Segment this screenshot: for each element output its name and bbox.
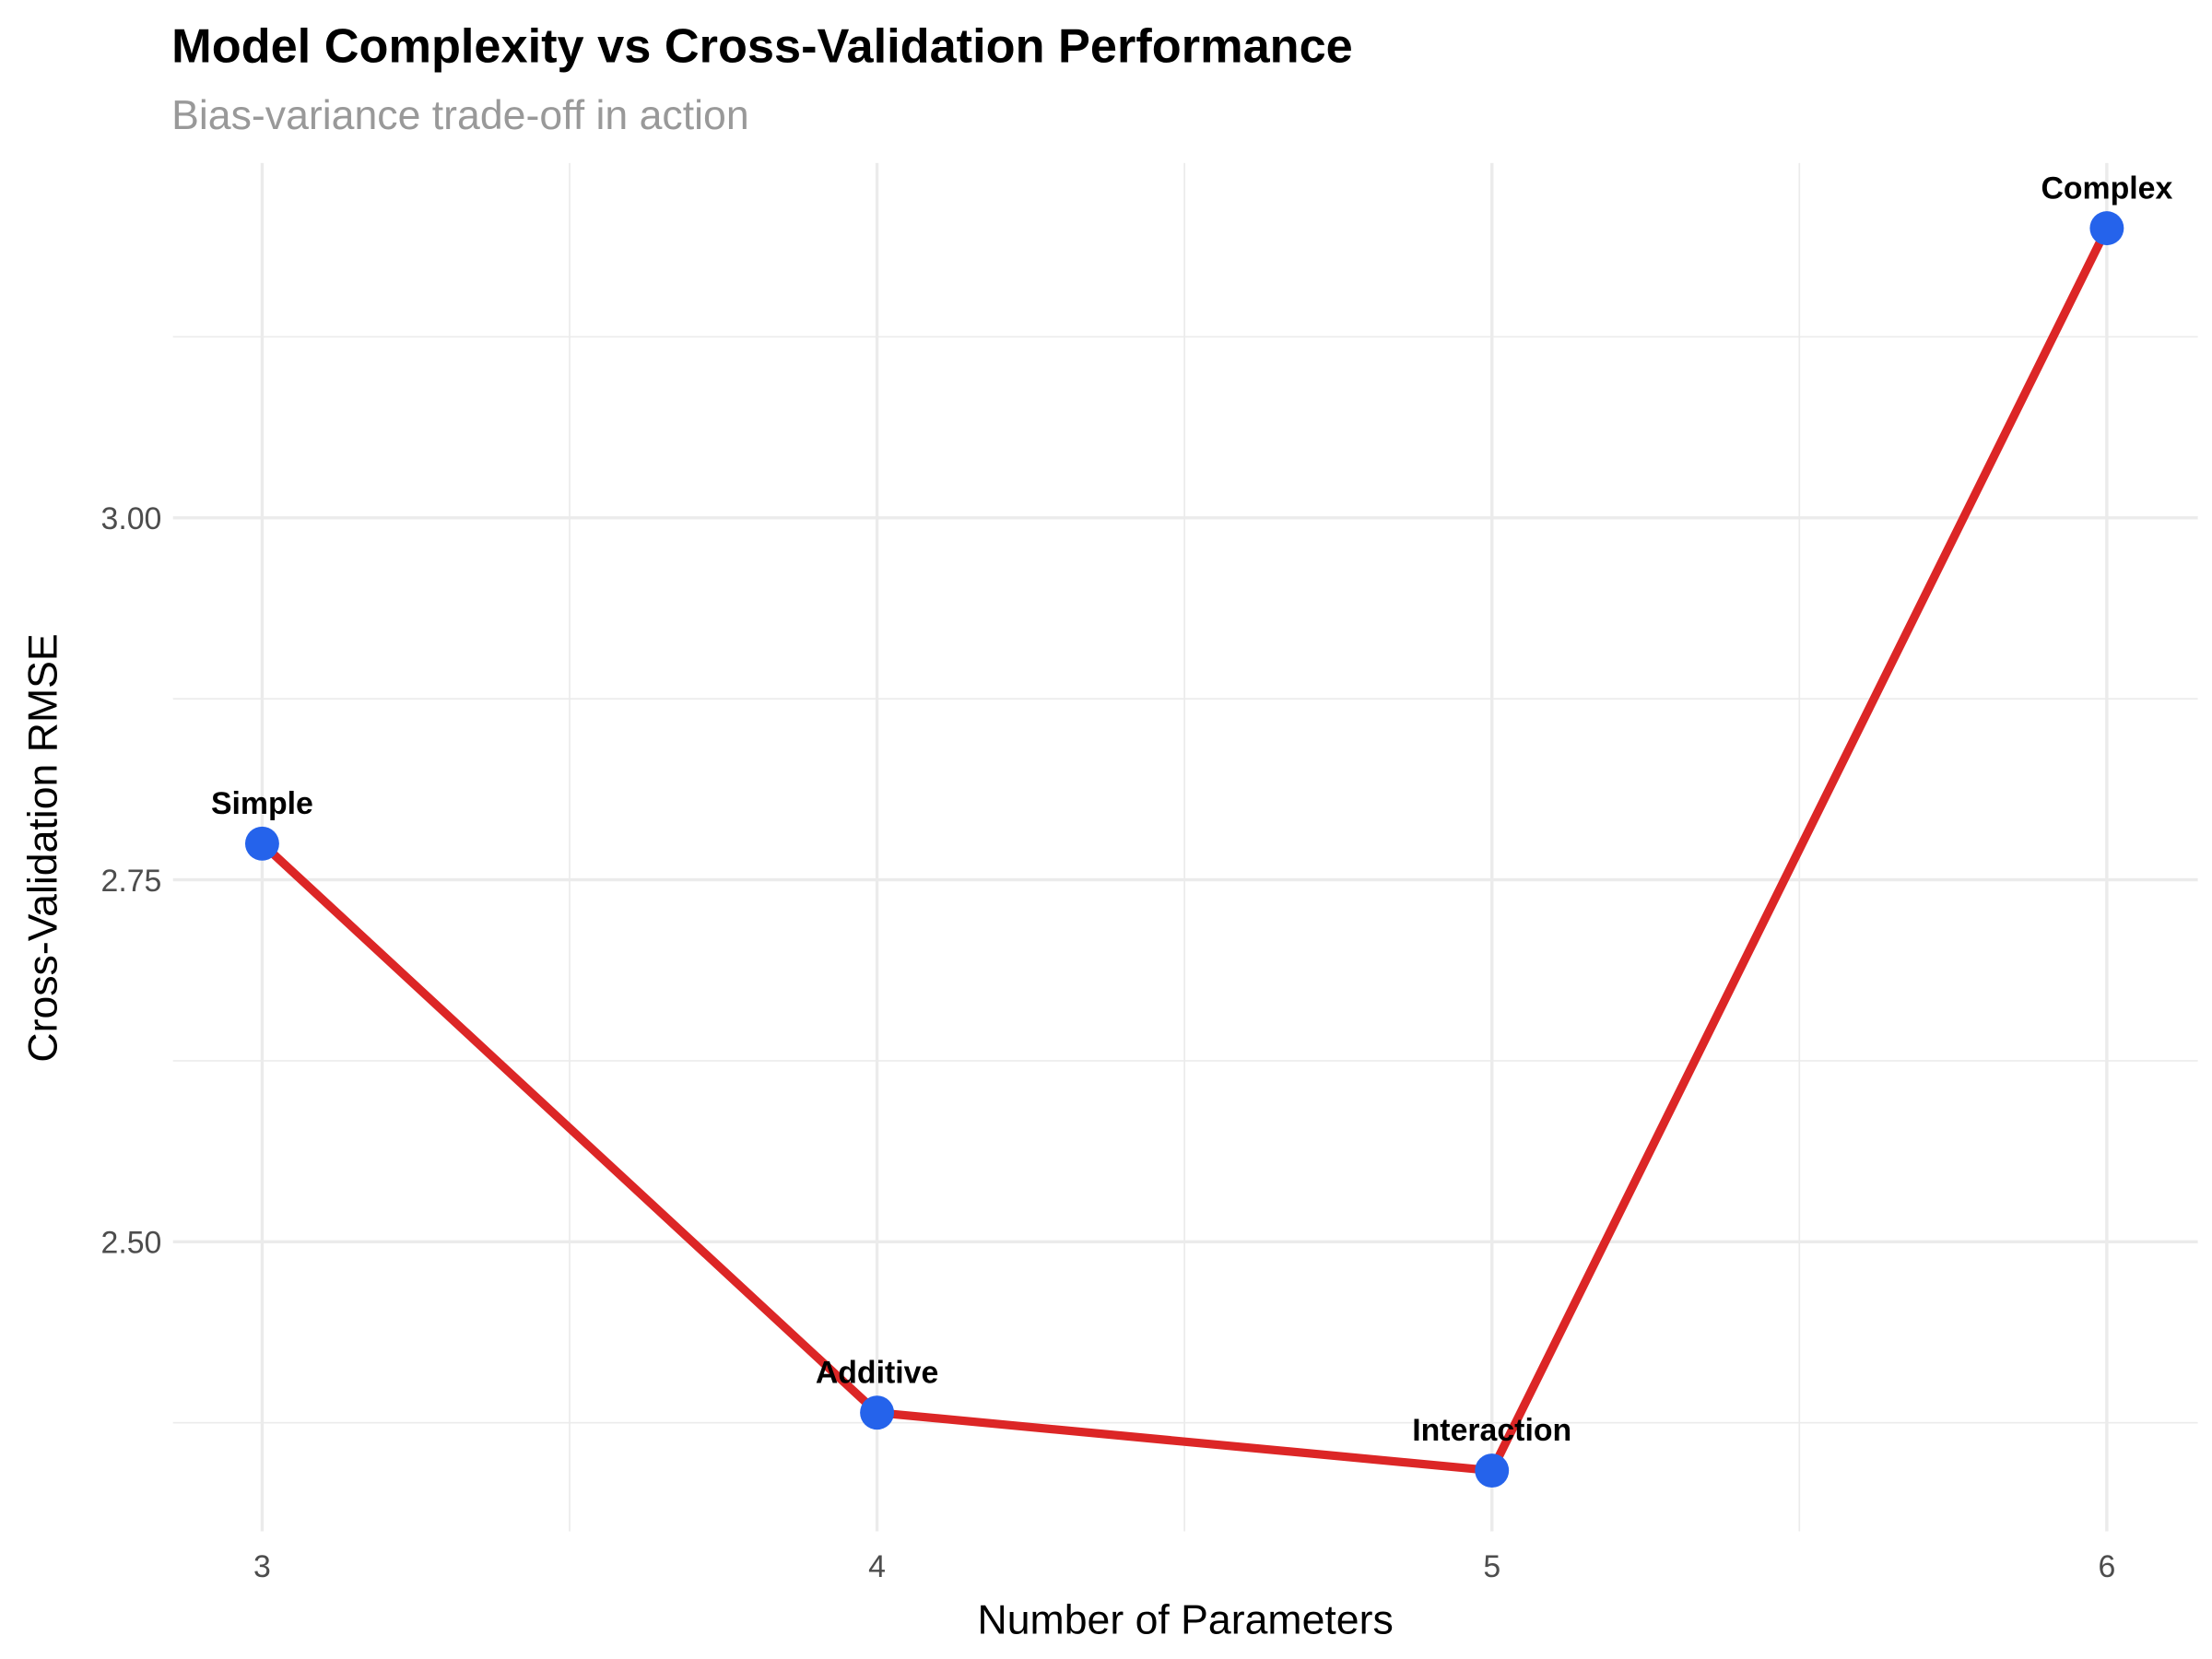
- point-label: Interaction: [1412, 1413, 1571, 1448]
- data-point: [1475, 1453, 1510, 1488]
- x-axis-label: Number of Parameters: [978, 1597, 1394, 1642]
- series: Simple Additive Interaction Complex: [211, 171, 2172, 1488]
- x-tick-label: 6: [2098, 1549, 2115, 1584]
- series-line: [259, 226, 2112, 1476]
- y-axis-ticks: 2.50 2.75 3.00: [101, 501, 162, 1261]
- point-label: Simple: [211, 786, 313, 821]
- y-tick-label: 3.00: [101, 501, 162, 536]
- chart-title: Model Complexity vs Cross-Validation Per…: [171, 20, 1353, 74]
- point-label: Additive: [816, 1355, 938, 1390]
- point-label: Complex: [2041, 171, 2172, 206]
- data-point: [2089, 211, 2124, 246]
- data-point: [860, 1395, 895, 1430]
- grid: [172, 162, 2198, 1532]
- x-tick-label: 3: [253, 1549, 271, 1584]
- y-tick-label: 2.50: [101, 1226, 162, 1261]
- data-point: [244, 826, 279, 861]
- chart-subtitle: Bias-variance trade-off in action: [171, 93, 749, 138]
- y-axis-label: Cross-Validation RMSE: [21, 633, 66, 1062]
- y-tick-label: 2.75: [101, 864, 162, 899]
- x-axis-ticks: 3 4 5 6: [253, 1549, 2115, 1584]
- x-tick-label: 5: [1483, 1549, 1500, 1584]
- x-tick-label: 4: [868, 1549, 886, 1584]
